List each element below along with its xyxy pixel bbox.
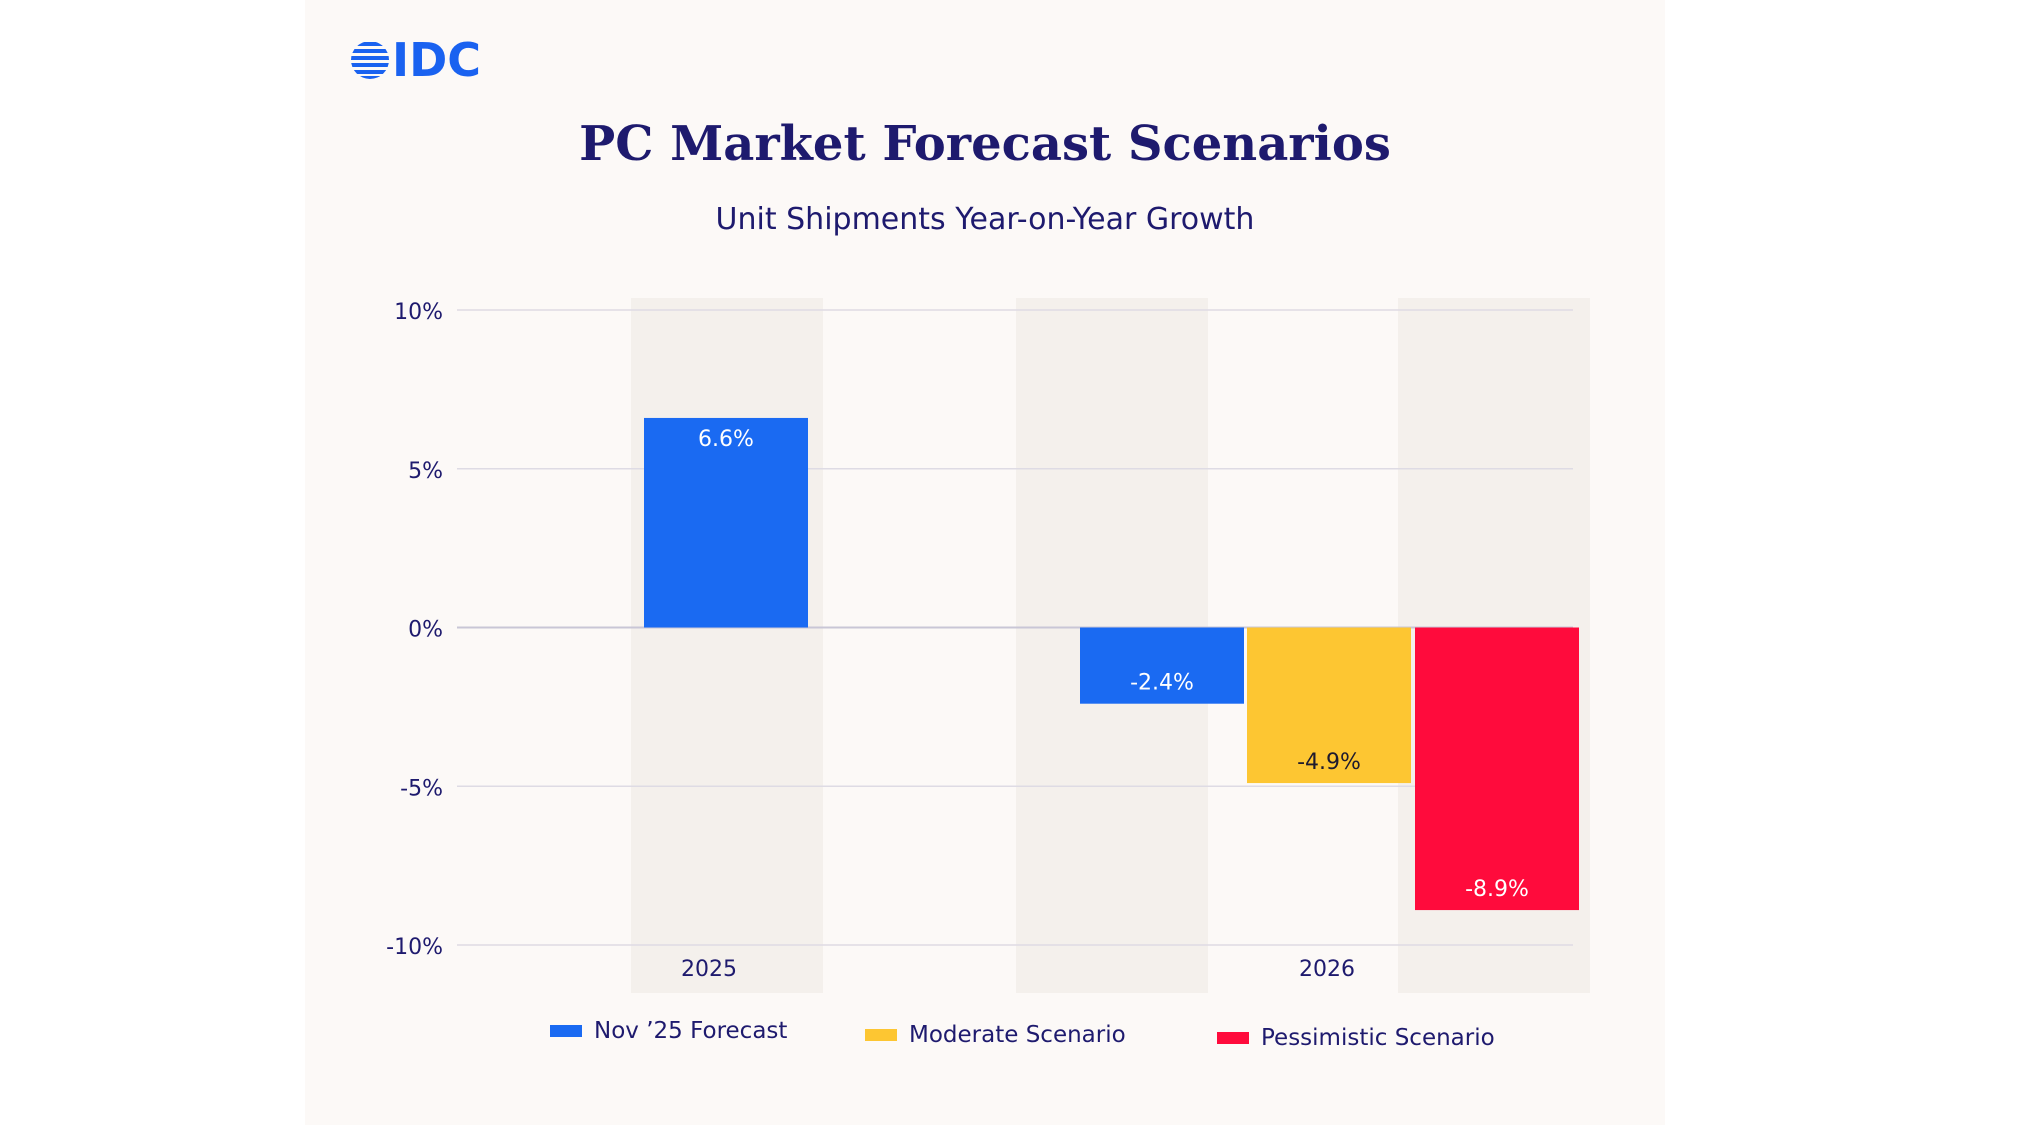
bar-pessimistic-scenario-2026	[1415, 627, 1579, 911]
legend-swatch	[550, 1025, 582, 1037]
y-tick-label: 0%	[408, 618, 443, 643]
legend-swatch	[1217, 1032, 1249, 1044]
data-label: -4.9%	[1297, 750, 1361, 775]
legend-swatch	[865, 1029, 897, 1041]
y-tick-label: -5%	[400, 776, 443, 801]
data-label: 6.6%	[698, 427, 754, 452]
legend-label: Moderate Scenario	[909, 1022, 1126, 1048]
data-label: -2.4%	[1130, 671, 1194, 696]
bar-nov-25-forecast-2025	[644, 417, 808, 628]
x-category-label: 2026	[1299, 957, 1355, 982]
chart-subtitle: Unit Shipments Year-on-Year Growth	[715, 202, 1255, 237]
chart-card: IDC PC Market Forecast Scenarios Unit Sh…	[305, 0, 1665, 1125]
legend-item: Nov ’25 Forecast	[550, 1018, 787, 1044]
legend: Nov ’25 Forecast Moderate Scenario Pessimi…	[305, 1018, 1665, 1068]
y-tick-label: 10%	[394, 300, 443, 325]
y-tick-label: -10%	[386, 935, 443, 960]
bar-moderate-scenario-2026	[1247, 627, 1411, 784]
data-label: -8.9%	[1465, 877, 1529, 902]
bar-chart: 10% 5% 0% -5% -10% 6.6% -2.4% -4.9% -8.9% 2025 202…	[386, 298, 1590, 993]
y-tick-label: 5%	[408, 459, 443, 484]
idc-logo: IDC	[350, 36, 481, 84]
globe-icon	[351, 42, 389, 79]
legend-label: Nov ’25 Forecast	[594, 1018, 788, 1044]
legend-item: Moderate Scenario	[865, 1022, 1126, 1048]
legend-label: Pessimistic Scenario	[1261, 1025, 1495, 1051]
legend-item: Pessimistic Scenario	[1217, 1025, 1495, 1051]
chart-title: PC Market Forecast Scenarios	[579, 116, 1391, 172]
bar-nov-25-forecast-2026	[1080, 627, 1244, 704]
x-category-label: 2025	[681, 957, 737, 982]
logo-text: IDC	[392, 33, 482, 87]
background-band	[631, 298, 823, 993]
